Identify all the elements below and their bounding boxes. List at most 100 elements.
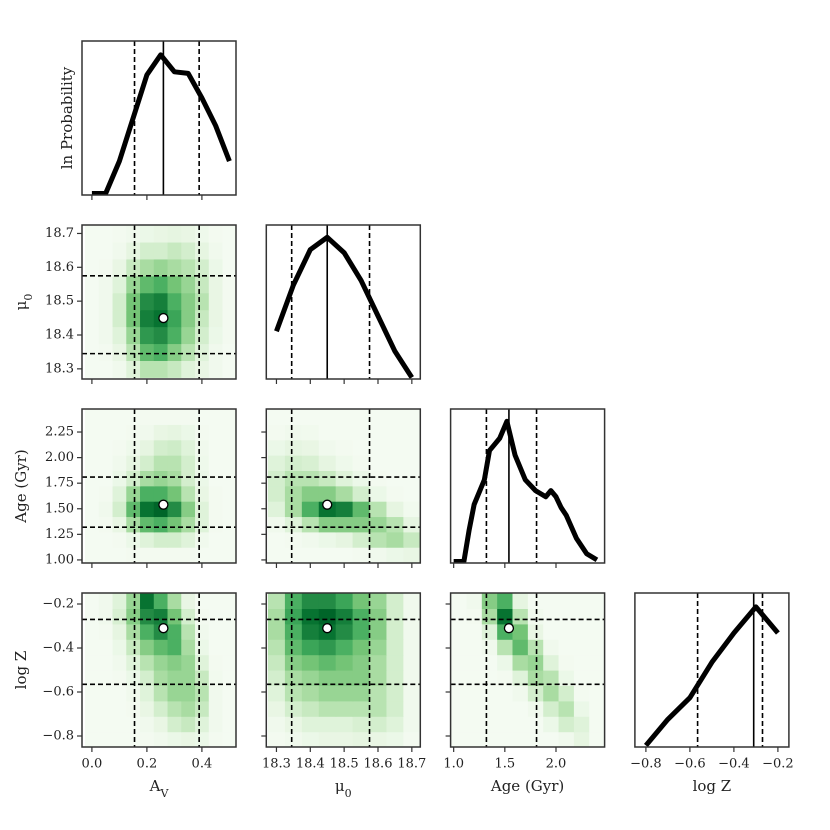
heat-cell — [222, 326, 236, 345]
heat-cell — [352, 485, 371, 502]
heat-cell — [181, 501, 196, 518]
heat-cell — [589, 731, 605, 747]
heat-cell — [153, 258, 169, 277]
heat-cell — [369, 731, 388, 747]
heat-cell — [222, 309, 236, 328]
heat-cell — [181, 409, 196, 425]
heat-cell — [153, 360, 169, 378]
heat-cell — [335, 409, 354, 425]
y-axis-label-text: Age (Gyr) — [12, 449, 30, 523]
heat-cell — [208, 623, 224, 640]
heat-cell — [335, 547, 354, 563]
heat-cell — [222, 623, 236, 640]
heat-cell — [167, 716, 182, 733]
panel-frame — [81, 224, 237, 380]
heat-cell — [335, 470, 354, 487]
heat-cell — [195, 685, 210, 702]
heat-cell — [195, 654, 210, 671]
heat-cell — [573, 731, 590, 747]
heat-cell — [451, 608, 468, 625]
heat-cell — [267, 670, 286, 686]
heat-cell — [126, 654, 141, 671]
heat-cell — [112, 608, 127, 625]
heat-cell — [267, 531, 286, 548]
heat-cell — [318, 654, 337, 671]
heat-cell — [466, 670, 483, 686]
heat-cell — [181, 654, 196, 671]
heat-cell — [318, 455, 337, 471]
heat-cell — [335, 623, 354, 640]
heat-cell — [208, 241, 224, 260]
heat-cell — [181, 258, 196, 277]
heat-cell — [181, 731, 196, 747]
panel — [449, 408, 606, 564]
heat-cell — [481, 623, 498, 640]
panel-content — [82, 225, 236, 379]
heat-cell — [222, 241, 236, 260]
panel-content — [643, 593, 780, 747]
heat-cell — [284, 485, 303, 502]
heat-cell — [222, 670, 236, 686]
heat-cell — [167, 639, 182, 656]
heat-cell — [126, 716, 141, 733]
heat-cell — [386, 547, 404, 563]
panel-content — [82, 593, 236, 747]
panel-frame — [449, 408, 606, 564]
heat-cell — [386, 439, 404, 456]
heat-cell — [208, 501, 224, 518]
heat-cell — [301, 716, 320, 733]
heat-cell — [284, 716, 303, 733]
heat-cell — [543, 685, 560, 702]
heat-cell — [208, 360, 224, 378]
x-axis-label-text: A — [149, 777, 161, 795]
heat-cell — [284, 593, 303, 609]
heat-cell — [267, 516, 286, 533]
heat-cell — [451, 716, 468, 733]
heat-cell — [98, 731, 114, 747]
heat-cell — [195, 470, 210, 487]
heat-cell — [85, 623, 100, 640]
heat-cell — [558, 670, 575, 686]
heat-cell — [195, 716, 210, 733]
heat-cell — [369, 608, 388, 625]
heat-cell — [403, 731, 421, 747]
heat-cell — [181, 716, 196, 733]
heat-cell — [153, 455, 169, 471]
heat-cell — [267, 623, 286, 640]
heat-cell — [181, 326, 196, 345]
heat-cell — [126, 623, 141, 640]
heat-cell — [85, 731, 100, 747]
heat-cell — [403, 547, 421, 563]
heat-cell — [589, 654, 605, 671]
heat-cell — [181, 516, 196, 533]
heat-cell — [112, 716, 127, 733]
heat-cell — [126, 455, 141, 471]
heat-cell — [98, 547, 114, 563]
heat-cell — [403, 639, 421, 656]
heat-cell — [335, 516, 354, 533]
heat-cell — [181, 623, 196, 640]
heat-cell — [126, 439, 141, 456]
heat-cell — [85, 547, 100, 563]
heat-cell — [85, 654, 100, 671]
heat-cell — [573, 623, 590, 640]
x-axis-label-text: Age (Gyr) — [490, 777, 564, 795]
heat-cell — [335, 439, 354, 456]
heat-cell — [558, 731, 575, 747]
heat-cell — [167, 670, 182, 686]
best-point — [322, 499, 333, 510]
heat-cell — [112, 292, 127, 311]
heat-cell — [222, 360, 236, 378]
heat-cell — [512, 608, 529, 625]
heat-cell — [573, 593, 590, 609]
heat-cell — [301, 516, 320, 533]
heat-cell — [267, 470, 286, 487]
heat-cell — [167, 275, 182, 294]
heat-cell — [301, 424, 320, 441]
panel-frame — [265, 408, 422, 564]
heat-cell — [208, 670, 224, 686]
heat-cell — [284, 439, 303, 456]
heat-cell — [112, 225, 127, 243]
x-axis-label-sub: 0 — [345, 787, 352, 800]
x-tick-label: 1.0 — [443, 757, 464, 772]
